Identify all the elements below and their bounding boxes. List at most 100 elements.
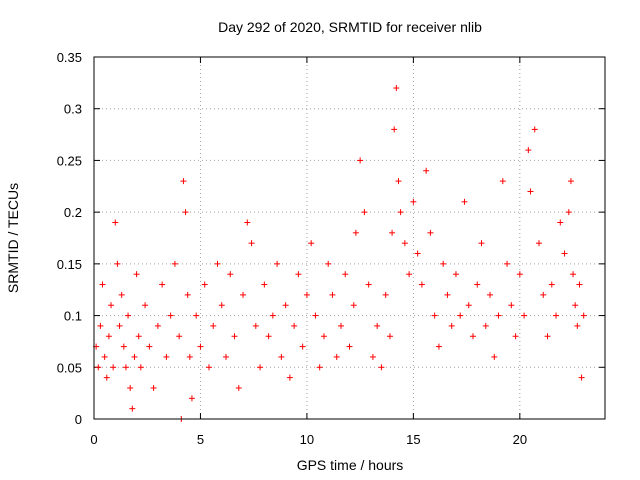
data-point bbox=[227, 271, 234, 278]
data-point bbox=[295, 271, 302, 278]
data-point bbox=[448, 322, 455, 329]
data-point bbox=[516, 271, 523, 278]
data-point bbox=[135, 333, 142, 340]
data-point bbox=[197, 343, 204, 350]
data-point bbox=[110, 364, 117, 371]
data-point bbox=[457, 312, 464, 319]
data-point bbox=[525, 147, 532, 154]
data-point bbox=[540, 291, 547, 298]
data-point bbox=[133, 271, 140, 278]
data-point bbox=[365, 281, 372, 288]
data-point bbox=[574, 322, 581, 329]
chart-title: Day 292 of 2020, SRMTID for receiver nli… bbox=[218, 19, 482, 35]
y-tick-label: 0.1 bbox=[64, 309, 82, 324]
data-point bbox=[557, 219, 564, 226]
data-point bbox=[452, 271, 459, 278]
data-point bbox=[461, 198, 468, 205]
data-point bbox=[171, 260, 178, 267]
x-tick-label: 15 bbox=[406, 432, 420, 447]
data-point bbox=[418, 281, 425, 288]
data-point bbox=[282, 302, 289, 309]
data-point bbox=[535, 240, 542, 247]
data-point bbox=[223, 353, 230, 360]
data-point bbox=[444, 291, 451, 298]
data-point bbox=[116, 322, 123, 329]
data-point bbox=[122, 364, 129, 371]
data-point bbox=[146, 343, 153, 350]
data-point bbox=[150, 384, 157, 391]
data-point bbox=[252, 322, 259, 329]
data-point bbox=[129, 405, 136, 412]
data-point bbox=[303, 291, 310, 298]
data-point bbox=[101, 353, 108, 360]
data-point bbox=[431, 312, 438, 319]
data-point bbox=[565, 209, 572, 216]
data-point bbox=[218, 302, 225, 309]
data-point bbox=[406, 271, 413, 278]
axis-ticks: 0 0.05 0.1 0.15 0.2 0.25 0.3 0.35 0 5 10 15 20 bbox=[57, 50, 605, 447]
data-point bbox=[482, 322, 489, 329]
data-point bbox=[521, 312, 528, 319]
data-point bbox=[487, 291, 494, 298]
data-point bbox=[210, 322, 217, 329]
data-point bbox=[350, 302, 357, 309]
data-point bbox=[142, 302, 149, 309]
data-point bbox=[308, 240, 315, 247]
data-point bbox=[108, 302, 115, 309]
data-point bbox=[495, 312, 502, 319]
x-tick-label: 5 bbox=[197, 432, 204, 447]
data-point bbox=[478, 240, 485, 247]
data-point bbox=[125, 312, 132, 319]
data-point bbox=[180, 178, 187, 185]
data-point bbox=[159, 281, 166, 288]
data-point bbox=[512, 333, 519, 340]
data-point bbox=[118, 291, 125, 298]
data-point bbox=[427, 229, 434, 236]
data-point bbox=[382, 291, 389, 298]
data-point bbox=[504, 260, 511, 267]
data-point bbox=[114, 260, 121, 267]
data-point bbox=[386, 333, 393, 340]
data-point bbox=[105, 333, 112, 340]
data-point bbox=[469, 333, 476, 340]
data-point bbox=[544, 333, 551, 340]
data-point bbox=[440, 260, 447, 267]
data-point bbox=[572, 302, 579, 309]
y-tick-label: 0.05 bbox=[57, 360, 82, 375]
data-point bbox=[193, 312, 200, 319]
data-point bbox=[286, 374, 293, 381]
x-tick-label: 0 bbox=[90, 432, 97, 447]
data-point bbox=[167, 312, 174, 319]
data-point bbox=[316, 364, 323, 371]
data-point bbox=[325, 260, 332, 267]
data-point bbox=[103, 374, 110, 381]
data-point bbox=[244, 219, 251, 226]
data-point bbox=[231, 333, 238, 340]
data-point bbox=[257, 364, 264, 371]
data-point bbox=[342, 271, 349, 278]
data-point bbox=[182, 209, 189, 216]
data-point bbox=[576, 281, 583, 288]
data-point bbox=[240, 291, 247, 298]
data-point bbox=[274, 260, 281, 267]
data-point bbox=[214, 260, 221, 267]
data-point bbox=[567, 178, 574, 185]
data-point bbox=[131, 353, 138, 360]
data-point bbox=[410, 198, 417, 205]
data-point bbox=[346, 343, 353, 350]
data-point bbox=[414, 250, 421, 257]
y-tick-label: 0.15 bbox=[57, 257, 82, 272]
data-point bbox=[184, 291, 191, 298]
data-point bbox=[188, 395, 195, 402]
data-point bbox=[465, 302, 472, 309]
y-tick-label: 0.35 bbox=[57, 50, 82, 65]
data-point bbox=[127, 384, 134, 391]
data-point bbox=[357, 157, 364, 164]
plot-frame bbox=[93, 56, 606, 420]
data-point bbox=[299, 343, 306, 350]
data-point bbox=[186, 353, 193, 360]
data-point bbox=[154, 322, 161, 329]
data-point bbox=[548, 281, 555, 288]
data-point bbox=[265, 333, 272, 340]
x-tick-label: 20 bbox=[513, 432, 527, 447]
